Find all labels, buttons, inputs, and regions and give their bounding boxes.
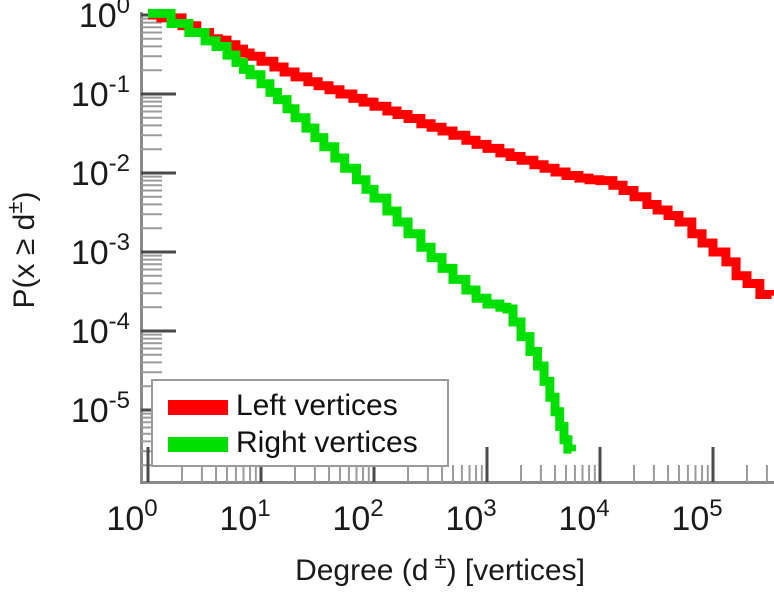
x-tick-label: 104 — [558, 495, 609, 538]
x-tick-label: 100 — [106, 495, 157, 538]
x-axis-title-tail: ) [vertices] — [447, 554, 585, 587]
series-line-right-vertices — [148, 8, 577, 454]
x-tick-label: 105 — [671, 495, 722, 538]
y-tick-label: 10-2 — [71, 150, 130, 193]
y-axis-title-main: P(x ≥ d — [8, 214, 41, 309]
y-tick-label: 10-4 — [71, 308, 130, 351]
y-tick-label: 100 — [79, 0, 130, 35]
legend-swatch-left-vertices — [168, 400, 228, 415]
legend-label-left-vertices: Left vertices — [236, 389, 398, 422]
y-axis-title-tail: ) — [8, 192, 41, 202]
axis-lines — [140, 12, 774, 484]
svg-text:P(x ≥ d±): P(x ≥ d±) — [2, 192, 41, 309]
x-tick-label: 102 — [332, 495, 383, 538]
svg-text:Degree (d±) [vertices]: Degree (d ±) [vertices] — [295, 548, 585, 587]
legend-item-right-vertices[interactable]: Right vertices — [168, 426, 418, 459]
y-tick-label: 10-1 — [71, 71, 130, 114]
y-axis-ticks — [141, 13, 176, 467]
y-axis-title-pm: ± — [2, 202, 27, 214]
x-tick-labels: 100 101 102 103 104 105 — [106, 495, 722, 538]
y-tick-label: 10-5 — [71, 387, 130, 430]
data-series-group — [148, 8, 774, 454]
x-tick-label: 101 — [219, 495, 270, 538]
legend-item-left-vertices[interactable]: Left vertices — [168, 389, 398, 422]
x-tick-label: 103 — [445, 495, 496, 538]
legend-swatch-right-vertices — [168, 437, 228, 452]
y-axis-title: P(x ≥ d±) — [2, 192, 41, 309]
series-line-left-vertices — [148, 10, 774, 299]
y-tick-label: 10-3 — [71, 229, 130, 272]
legend[interactable]: Left vertices Right vertices — [151, 379, 449, 467]
y-tick-labels: 100 10-1 10-2 10-3 10-4 10-5 — [71, 0, 130, 430]
x-axis-title-pm: ± — [434, 548, 446, 573]
x-axis-title: Degree (d ±) [vertices] — [295, 548, 585, 587]
x-axis-title-main: Degree (d — [295, 554, 428, 587]
legend-label-right-vertices: Right vertices — [236, 426, 418, 459]
x-axis-ticks — [146, 447, 768, 482]
